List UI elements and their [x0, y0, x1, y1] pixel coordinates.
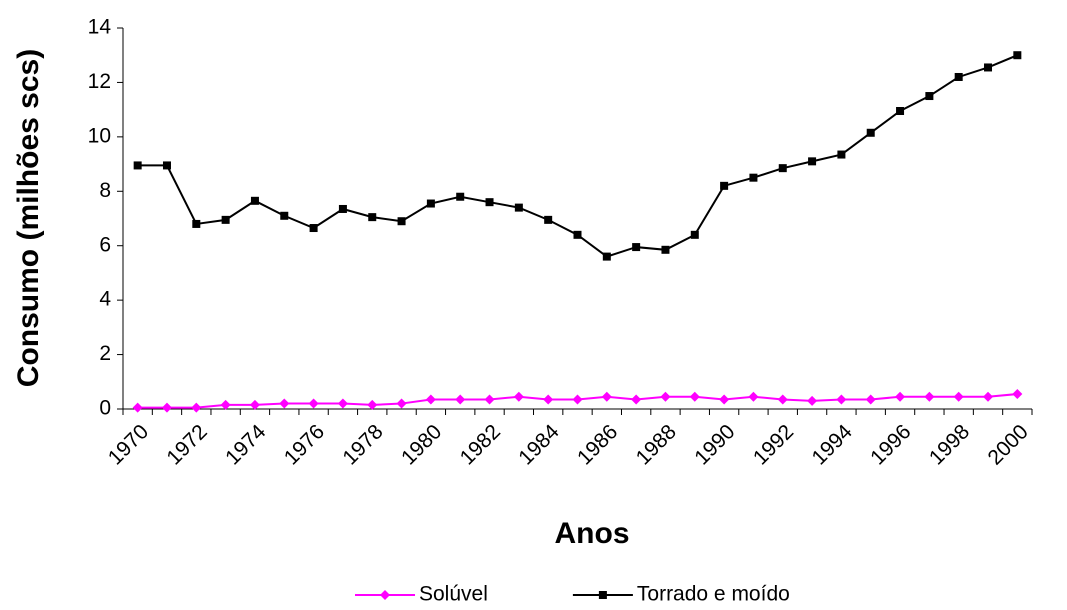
point: [279, 398, 290, 409]
point: [866, 128, 875, 137]
point: [309, 224, 318, 233]
point: [660, 391, 671, 402]
point: [925, 92, 934, 101]
y-tick-label: 6: [99, 233, 111, 256]
point: [1012, 389, 1023, 400]
y-tick-label: 4: [99, 288, 111, 311]
x-tick-label: 1992: [749, 420, 798, 469]
x-tick-label: 1996: [866, 420, 915, 469]
y-axis-title: Consumo (milhões scs): [12, 49, 45, 387]
point: [337, 398, 348, 409]
point: [514, 203, 523, 212]
point: [690, 230, 699, 239]
point: [484, 394, 495, 405]
point: [338, 204, 347, 213]
point: [749, 173, 758, 182]
point: [601, 391, 612, 402]
point: [984, 63, 993, 72]
y-tick-label: 0: [99, 397, 111, 420]
point: [221, 215, 230, 224]
point: [720, 181, 729, 190]
point: [133, 161, 142, 170]
point: [983, 391, 994, 402]
point: [837, 150, 846, 159]
point: [954, 72, 963, 81]
point: [396, 398, 407, 409]
point: [192, 219, 201, 228]
point: [220, 399, 231, 410]
y-tick-label: 12: [88, 70, 111, 93]
point: [513, 391, 524, 402]
legend-label: Torrado e moído: [637, 583, 790, 606]
point: [250, 196, 259, 205]
x-tick-label: 1970: [104, 420, 153, 469]
point: [426, 199, 435, 208]
point: [132, 402, 143, 413]
x-tick-label: 1978: [338, 420, 387, 469]
y-tick-label: 2: [99, 342, 111, 365]
point: [308, 398, 319, 409]
point: [425, 394, 436, 405]
point: [280, 211, 289, 220]
series-line: [137, 54, 1018, 258]
point: [778, 164, 787, 173]
point: [661, 245, 670, 254]
y-tick-label: 8: [99, 179, 111, 202]
point: [456, 192, 465, 201]
legend-marker: [380, 590, 390, 600]
point: [777, 394, 788, 405]
x-tick-label: 1976: [280, 420, 329, 469]
x-tick-label: 1984: [514, 420, 564, 470]
point: [808, 157, 817, 166]
point: [719, 394, 730, 405]
point: [602, 252, 611, 261]
point: [543, 394, 554, 405]
point: [367, 399, 378, 410]
point: [249, 399, 260, 410]
point: [161, 402, 172, 413]
x-tick-label: 1986: [573, 420, 622, 469]
x-axis-title: Anos: [555, 517, 630, 550]
point: [162, 161, 171, 170]
point: [572, 394, 583, 405]
point: [836, 394, 847, 405]
point: [924, 391, 935, 402]
x-tick-label: 1988: [632, 420, 681, 469]
legend-marker: [598, 591, 607, 599]
x-tick-label: 1990: [690, 420, 739, 469]
legend-label: Solúvel: [419, 583, 488, 606]
point: [191, 402, 202, 413]
point: [865, 394, 876, 405]
point: [953, 391, 964, 402]
point: [397, 217, 406, 226]
y-tick-label: 10: [88, 124, 111, 147]
point: [368, 213, 377, 222]
point: [748, 391, 759, 402]
x-tick-label: 1998: [925, 420, 974, 469]
point: [896, 107, 905, 116]
x-tick-label: 1980: [397, 420, 446, 469]
point: [544, 215, 553, 224]
point: [631, 394, 642, 405]
x-tick-label: 1994: [808, 420, 858, 470]
point: [807, 395, 818, 406]
point: [689, 391, 700, 402]
point: [573, 230, 582, 239]
point: [632, 243, 641, 252]
point: [1013, 51, 1022, 60]
point: [485, 198, 494, 207]
x-tick-label: 1972: [162, 420, 211, 469]
x-tick-label: 1982: [456, 420, 505, 469]
x-tick-label: 2000: [983, 420, 1032, 469]
point: [455, 394, 466, 405]
x-tick-label: 1974: [221, 420, 271, 470]
point: [895, 391, 906, 402]
y-tick-label: 14: [88, 16, 112, 39]
